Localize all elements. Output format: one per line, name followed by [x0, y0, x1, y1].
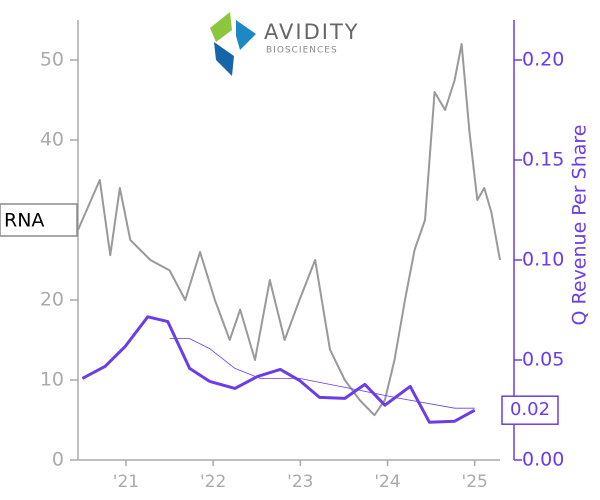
- y-tick-label: 0: [52, 449, 64, 471]
- y-tick-label: 10: [40, 369, 64, 391]
- x-tick-label: '23: [287, 472, 313, 492]
- logo-name: AVIDITY: [264, 20, 360, 44]
- x-tick-label: '22: [200, 472, 226, 492]
- y2-tick-label: 0.05: [522, 349, 564, 371]
- logo-mark: [214, 42, 234, 76]
- series-line: [81, 315, 476, 424]
- y2-tick-label: 0.10: [522, 249, 564, 271]
- ticker-box: [0, 203, 78, 237]
- x-tick-label: '24: [374, 472, 400, 492]
- y-tick-label: 20: [40, 289, 64, 311]
- logo-sub: BIOSCIENCES: [266, 46, 338, 56]
- logo-mark: [236, 20, 256, 50]
- y-tick-label: 50: [40, 49, 64, 71]
- y2-axis-label: Q Revenue Per Share: [569, 125, 591, 326]
- value-label-box: [501, 395, 559, 425]
- series-line: [77, 43, 501, 417]
- x-tick-label: '21: [113, 472, 139, 492]
- series-line: [169, 338, 475, 409]
- y-tick-label: 40: [40, 129, 64, 151]
- logo: AVIDITY BIOSCIENCES: [210, 12, 360, 76]
- value-label: 0.02: [510, 399, 550, 420]
- logo-mark: [210, 12, 232, 42]
- y2-tick-label: 0.20: [522, 49, 564, 71]
- ticker-label: RNA: [4, 210, 44, 232]
- x-tick-label: '25: [462, 472, 488, 492]
- y2-tick-label: 0.15: [522, 149, 564, 171]
- y2-tick-label: 0.00: [522, 449, 564, 471]
